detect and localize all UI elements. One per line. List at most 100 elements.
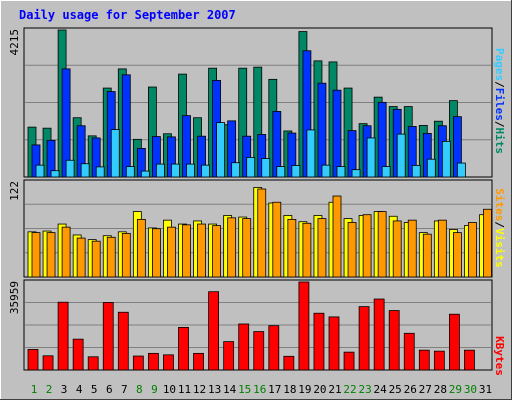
x-tick-label-day-23: 23 xyxy=(358,383,371,396)
bar-sites-day-9 xyxy=(151,228,161,278)
x-tick-label-day-29: 29 xyxy=(449,383,462,396)
bar-kbytes-day-4 xyxy=(72,338,84,371)
panel-hits: 4215 Pages/Files/Hits xyxy=(8,27,506,178)
x-tick-label-day-5: 5 xyxy=(91,383,98,396)
bar-pages-day-3 xyxy=(65,159,75,178)
x-tick-label-day-8: 8 xyxy=(136,383,143,396)
bar-kbytes-day-16 xyxy=(253,331,265,371)
bar-pages-day-8 xyxy=(140,170,150,178)
bar-files-day-7 xyxy=(121,74,131,178)
bar-sites-day-12 xyxy=(197,223,206,278)
bar-pages-day-7 xyxy=(125,166,135,178)
bar-kbytes-day-26 xyxy=(403,332,415,371)
bar-pages-day-14 xyxy=(231,162,241,178)
bar-pages-day-24 xyxy=(381,166,391,178)
bar-kbytes-day-12 xyxy=(193,352,204,371)
bar-sites-day-2 xyxy=(46,232,56,278)
bar-sites-day-17 xyxy=(272,201,282,278)
bar-kbytes-day-3 xyxy=(57,301,69,371)
bar-sites-day-16 xyxy=(257,188,267,278)
panel-visits-bars xyxy=(27,187,492,278)
bar-kbytes-day-1 xyxy=(27,349,39,371)
x-tick-label-day-26: 26 xyxy=(404,383,417,396)
bar-sites-day-8 xyxy=(136,218,146,278)
bar-pages-day-22 xyxy=(351,169,361,178)
bar-sites-day-14 xyxy=(227,217,237,278)
x-tick-label-day-30: 30 xyxy=(464,383,477,396)
bar-kbytes-day-15 xyxy=(238,323,250,371)
bar-pages-day-28 xyxy=(441,141,451,178)
bar-pages-day-6 xyxy=(110,129,120,178)
bar-files-day-21 xyxy=(332,89,342,178)
x-tick-label-day-27: 27 xyxy=(419,383,432,396)
x-tick-label-day-17: 17 xyxy=(268,383,281,396)
bar-kbytes-day-9 xyxy=(147,352,159,371)
bar-pages-day-26 xyxy=(411,165,421,178)
bar-pages-day-13 xyxy=(216,122,226,178)
bar-kbytes-day-2 xyxy=(42,355,54,371)
bar-sites-day-11 xyxy=(182,224,191,278)
bar-pages-day-15 xyxy=(246,157,256,178)
bar-files-day-20 xyxy=(317,82,327,178)
bar-pages-day-10 xyxy=(171,163,180,178)
bar-sites-day-4 xyxy=(76,237,86,278)
bar-pages-day-29 xyxy=(456,162,466,178)
chart-title: Daily usage for September 2007 xyxy=(19,8,236,22)
bar-kbytes-day-27 xyxy=(418,349,430,371)
bar-kbytes-day-20 xyxy=(313,312,325,371)
panel-kbytes: 35959 KBytes xyxy=(8,279,506,376)
x-tick-label-day-6: 6 xyxy=(106,383,113,396)
bar-files-day-24 xyxy=(377,101,387,178)
bar-pages-day-18 xyxy=(291,165,301,178)
bar-pages-day-25 xyxy=(396,133,406,178)
bar-pages-day-17 xyxy=(276,166,286,178)
x-tick-label-day-1: 1 xyxy=(31,383,38,396)
x-tick-label-day-9: 9 xyxy=(151,383,158,396)
bar-kbytes-day-21 xyxy=(328,316,340,371)
x-tick-label-day-11: 11 xyxy=(178,383,191,396)
bar-pages-day-11 xyxy=(186,163,195,178)
panel-kbytes-ymax-label: 35959 xyxy=(8,281,21,314)
bar-pages-day-12 xyxy=(201,164,210,178)
bar-sites-day-21 xyxy=(332,195,342,278)
bar-sites-day-19 xyxy=(302,222,312,278)
panel-visits-ymax-label: 122 xyxy=(8,181,21,201)
x-tick-label-day-15: 15 xyxy=(238,383,251,396)
bar-sites-day-15 xyxy=(242,218,252,278)
bar-kbytes-day-11 xyxy=(178,327,189,371)
x-tick-label-day-10: 10 xyxy=(163,383,176,396)
bar-kbytes-day-29 xyxy=(448,313,460,371)
bar-sites-day-26 xyxy=(407,219,417,278)
panel-hits-series-label: Pages/Files/Hits xyxy=(493,48,506,154)
bar-pages-day-16 xyxy=(261,158,271,178)
bar-kbytes-day-22 xyxy=(343,351,355,371)
bar-kbytes-day-30 xyxy=(464,349,475,371)
bar-pages-day-23 xyxy=(366,137,376,178)
x-tick-label-day-24: 24 xyxy=(374,383,388,396)
bar-kbytes-day-25 xyxy=(388,310,400,371)
x-tick-label-day-3: 3 xyxy=(61,383,68,396)
bar-pages-day-4 xyxy=(80,163,90,178)
x-tick-label-day-13: 13 xyxy=(208,383,221,396)
x-tick-label-day-28: 28 xyxy=(434,383,447,396)
bar-sites-day-7 xyxy=(121,232,131,278)
bar-sites-day-1 xyxy=(31,232,41,278)
x-tick-label-day-4: 4 xyxy=(76,383,83,396)
bar-kbytes-day-24 xyxy=(373,298,385,371)
bar-sites-day-10 xyxy=(167,226,176,278)
panel-visits: 122 Sites/Visits xyxy=(8,179,506,278)
bar-pages-day-19 xyxy=(306,129,316,178)
x-tick-label-day-16: 16 xyxy=(253,383,266,396)
bar-pages-day-20 xyxy=(321,164,331,178)
x-tick-label-day-18: 18 xyxy=(283,383,296,396)
bar-sites-day-22 xyxy=(347,222,357,278)
panel-hits-bars xyxy=(27,29,466,178)
bar-kbytes-day-13 xyxy=(208,291,220,371)
bar-kbytes-day-17 xyxy=(268,325,280,371)
bar-pages-day-5 xyxy=(95,166,105,178)
bar-kbytes-day-6 xyxy=(102,302,114,371)
bar-kbytes-day-23 xyxy=(358,306,370,371)
x-tick-label-day-20: 20 xyxy=(313,383,326,396)
bar-kbytes-day-28 xyxy=(433,350,445,371)
x-tick-label-day-14: 14 xyxy=(223,383,237,396)
